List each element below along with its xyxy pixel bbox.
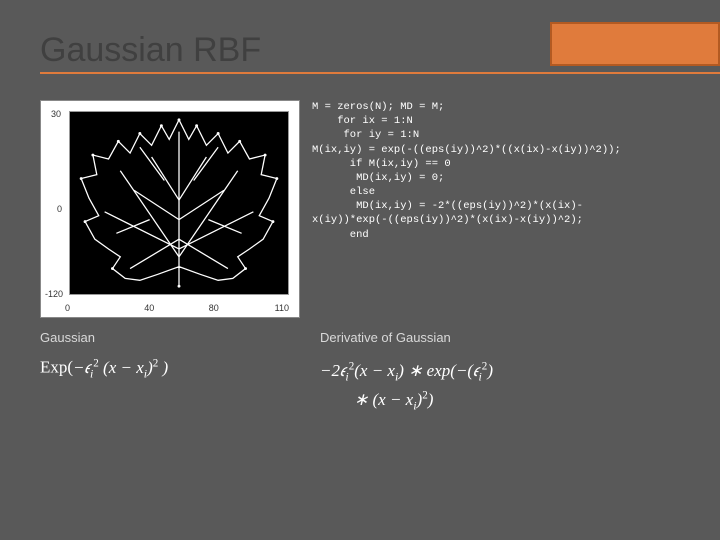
chart-box: 30 0 -120 0 40 80 110 bbox=[40, 100, 300, 318]
x-tick-label: 80 bbox=[209, 303, 219, 313]
gaussian-formula: Exp(−𝜖i2 (x − xi)2 ) bbox=[40, 357, 320, 381]
chart-plot-area bbox=[69, 111, 289, 295]
code-line: else bbox=[312, 186, 375, 198]
formulas-row: Exp(−𝜖i2 (x − xi)2 ) −2𝜖i2(x − xi) ∗ exp… bbox=[40, 357, 690, 416]
gaussian-label: Gaussian bbox=[40, 330, 320, 345]
code-line: if M(ix,iy) == 0 bbox=[312, 158, 451, 170]
x-tick-label: 0 bbox=[65, 303, 70, 313]
y-tick-label: 30 bbox=[51, 109, 61, 119]
slide-title: Gaussian RBF bbox=[40, 31, 261, 70]
derivative-label: Derivative of Gaussian bbox=[320, 330, 690, 345]
formula-labels-row: Gaussian Derivative of Gaussian bbox=[40, 330, 690, 345]
content-row: 30 0 -120 0 40 80 110 bbox=[40, 100, 690, 318]
accent-block bbox=[550, 22, 720, 66]
leaf-plot-icon bbox=[70, 112, 288, 294]
title-underline bbox=[40, 72, 720, 74]
x-tick-label: 40 bbox=[144, 303, 154, 313]
x-tick-label: 110 bbox=[275, 303, 289, 313]
code-line: x(iy))*exp(-((eps(iy))^2)*(x(ix)-x(iy))^… bbox=[312, 214, 583, 226]
code-line: MD(ix,iy) = 0; bbox=[312, 172, 444, 184]
formula-section: Gaussian Derivative of Gaussian Exp(−𝜖i2… bbox=[40, 330, 690, 416]
code-listing: M = zeros(N); MD = M; for ix = 1:N for i… bbox=[312, 100, 690, 318]
formula-prefix: Exp( bbox=[40, 358, 73, 377]
code-line: end bbox=[312, 229, 369, 241]
code-line: MD(ix,iy) = -2*((eps(iy))^2)*(x(ix)- bbox=[312, 200, 583, 212]
code-line: M(ix,iy) = exp(-((eps(iy))^2)*((x(ix)-x(… bbox=[312, 144, 621, 156]
code-line: M = zeros(N); MD = M; bbox=[312, 101, 444, 113]
chart-panel: 30 0 -120 0 40 80 110 bbox=[40, 100, 300, 318]
code-line: for ix = 1:N bbox=[312, 115, 413, 127]
y-tick-label: 0 bbox=[57, 204, 62, 214]
y-tick-label: -120 bbox=[45, 289, 63, 299]
derivative-formula: −2𝜖i2(x − xi) ∗ exp(−(𝜖i2) ∗ (x − xi)2) bbox=[320, 357, 690, 416]
code-line: for iy = 1:N bbox=[312, 129, 419, 141]
